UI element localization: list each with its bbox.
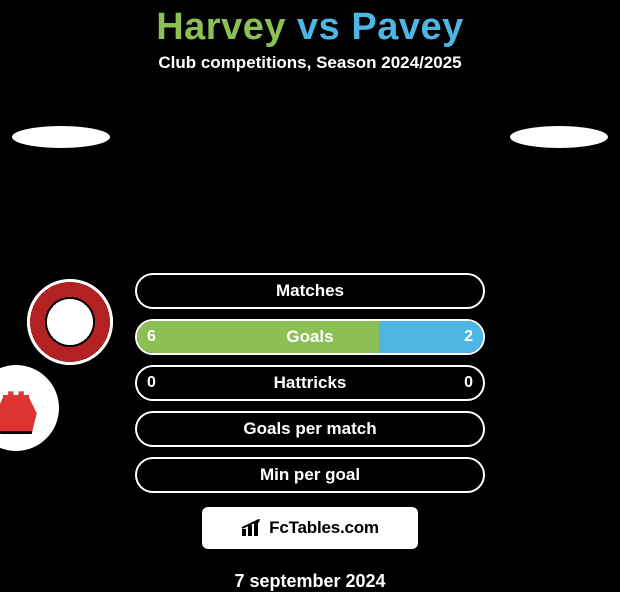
club1-badge <box>27 279 113 365</box>
site-logo: FcTables.com <box>202 507 418 549</box>
bar-label: Hattricks <box>274 373 347 393</box>
bar-fill-left <box>137 321 379 353</box>
chart-icon <box>241 519 263 537</box>
bar-value-left: 6 <box>147 328 156 346</box>
bar-label: Min per goal <box>260 465 360 485</box>
club2-badge-icon <box>0 382 42 434</box>
bar-row: Goals per match <box>135 411 485 447</box>
subtitle: Club competitions, Season 2024/2025 <box>0 53 620 73</box>
bar-label: Goals per match <box>243 419 376 439</box>
bar-row: Min per goal <box>135 457 485 493</box>
comparison-bars: Matches Goals 6 2 Hattricks 0 0 Goals per match… <box>135 273 485 493</box>
bar-value-right: 0 <box>464 374 473 392</box>
bar-value-left: 0 <box>147 374 156 392</box>
bar-row: Hattricks 0 0 <box>135 365 485 401</box>
player1-avatar-placeholder <box>12 126 110 148</box>
bar-label: Goals <box>286 327 333 347</box>
page-title: Harvey vs Pavey <box>0 0 620 53</box>
bar-row: Matches <box>135 273 485 309</box>
bar-row: Goals 6 2 <box>135 319 485 355</box>
player2-name: Pavey <box>351 6 463 48</box>
club2-badge <box>0 365 59 451</box>
player1-name: Harvey <box>156 6 286 48</box>
date-text: 7 september 2024 <box>0 571 620 592</box>
vs-text: vs <box>297 6 340 48</box>
player2-avatar-placeholder <box>510 126 608 148</box>
bar-label: Matches <box>276 281 344 301</box>
logo-text: FcTables.com <box>269 518 379 538</box>
bar-value-right: 2 <box>464 328 473 346</box>
